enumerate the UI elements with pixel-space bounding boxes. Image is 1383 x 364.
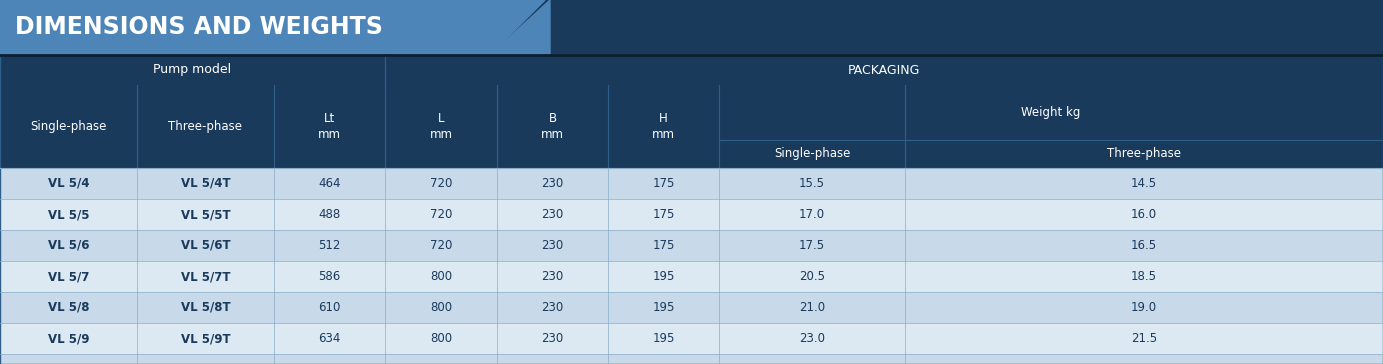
Text: Weight kg: Weight kg: [1021, 106, 1080, 119]
Bar: [0, 323, 1383, 354]
Text: 19.0: 19.0: [1131, 301, 1158, 314]
Bar: [0, 0, 490, 55]
Text: 720: 720: [430, 208, 452, 221]
Text: Single-phase: Single-phase: [774, 147, 851, 161]
Text: 18.5: 18.5: [1131, 270, 1158, 283]
Text: Single-phase: Single-phase: [30, 120, 106, 133]
Text: VL 5/4: VL 5/4: [48, 177, 90, 190]
Text: VL 5/4T: VL 5/4T: [181, 177, 231, 190]
Text: 720: 720: [430, 239, 452, 252]
Bar: [0, 354, 1383, 364]
Text: VL 5/8T: VL 5/8T: [181, 301, 231, 314]
Text: 15.5: 15.5: [799, 177, 826, 190]
Text: 21.5: 21.5: [1131, 332, 1158, 345]
Text: 464: 464: [318, 177, 340, 190]
Text: 230: 230: [541, 363, 564, 364]
Text: 634: 634: [318, 332, 340, 345]
Text: 195: 195: [653, 332, 675, 345]
Text: 230: 230: [541, 270, 564, 283]
Text: B
mm: B mm: [541, 112, 564, 141]
Text: 800: 800: [430, 363, 452, 364]
Text: VL 5/9T: VL 5/9T: [181, 332, 231, 345]
Text: 17.5: 17.5: [799, 239, 826, 252]
Text: 16.0: 16.0: [1131, 208, 1158, 221]
Text: VL 5/5: VL 5/5: [48, 208, 90, 221]
Text: 175: 175: [653, 239, 675, 252]
Text: VL 5/5T: VL 5/5T: [181, 208, 231, 221]
Text: 22.0: 22.0: [1131, 363, 1158, 364]
Bar: [0, 55, 1383, 364]
Text: 230: 230: [541, 332, 564, 345]
Text: VL 5/9: VL 5/9: [48, 332, 90, 345]
Text: 16.5: 16.5: [1131, 239, 1158, 252]
Text: L
mm: L mm: [430, 112, 452, 141]
Text: Pump model: Pump model: [154, 63, 231, 76]
Text: 800: 800: [430, 332, 452, 345]
Bar: [0, 261, 1383, 292]
Text: 720: 720: [430, 177, 452, 190]
Polygon shape: [490, 0, 550, 55]
Text: DIMENSIONS AND WEIGHTS: DIMENSIONS AND WEIGHTS: [15, 16, 383, 40]
Text: 230: 230: [541, 177, 564, 190]
Text: 14.5: 14.5: [1131, 177, 1158, 190]
Text: Three-phase: Three-phase: [1106, 147, 1181, 161]
Text: 175: 175: [653, 177, 675, 190]
Text: H
mm: H mm: [651, 112, 675, 141]
Text: 195: 195: [653, 363, 675, 364]
Text: 658: 658: [318, 363, 340, 364]
Text: 586: 586: [318, 270, 340, 283]
Text: 512: 512: [318, 239, 340, 252]
Text: VL 5/7: VL 5/7: [48, 270, 89, 283]
Bar: [0, 199, 1383, 230]
Polygon shape: [490, 0, 545, 55]
Text: 23.5: 23.5: [799, 363, 826, 364]
Text: 230: 230: [541, 301, 564, 314]
Text: PACKAGING: PACKAGING: [848, 63, 920, 76]
Text: VL 5/10T: VL 5/10T: [177, 363, 234, 364]
Text: 230: 230: [541, 208, 564, 221]
Text: 488: 488: [318, 208, 340, 221]
Bar: [0, 168, 1383, 199]
Bar: [0, 55, 1383, 364]
Text: 175: 175: [653, 208, 675, 221]
Bar: [0, 0, 1383, 55]
Text: 23.0: 23.0: [799, 332, 826, 345]
Text: 800: 800: [430, 270, 452, 283]
Text: 21.0: 21.0: [799, 301, 826, 314]
Text: Lt
mm: Lt mm: [318, 112, 342, 141]
Text: 17.0: 17.0: [799, 208, 826, 221]
Text: 610: 610: [318, 301, 340, 314]
Text: Three-phase: Three-phase: [169, 120, 242, 133]
Text: 195: 195: [653, 301, 675, 314]
Text: 800: 800: [430, 301, 452, 314]
Bar: [0, 85, 1383, 168]
Text: VL 5/10: VL 5/10: [44, 363, 93, 364]
Bar: [0, 292, 1383, 323]
Text: 20.5: 20.5: [799, 270, 826, 283]
Bar: [0, 230, 1383, 261]
Text: VL 5/7T: VL 5/7T: [181, 270, 230, 283]
Text: 195: 195: [653, 270, 675, 283]
Text: VL 5/8: VL 5/8: [48, 301, 90, 314]
Text: 230: 230: [541, 239, 564, 252]
Text: VL 5/6T: VL 5/6T: [181, 239, 231, 252]
Text: VL 5/6: VL 5/6: [48, 239, 90, 252]
Bar: [0, 55, 1383, 85]
